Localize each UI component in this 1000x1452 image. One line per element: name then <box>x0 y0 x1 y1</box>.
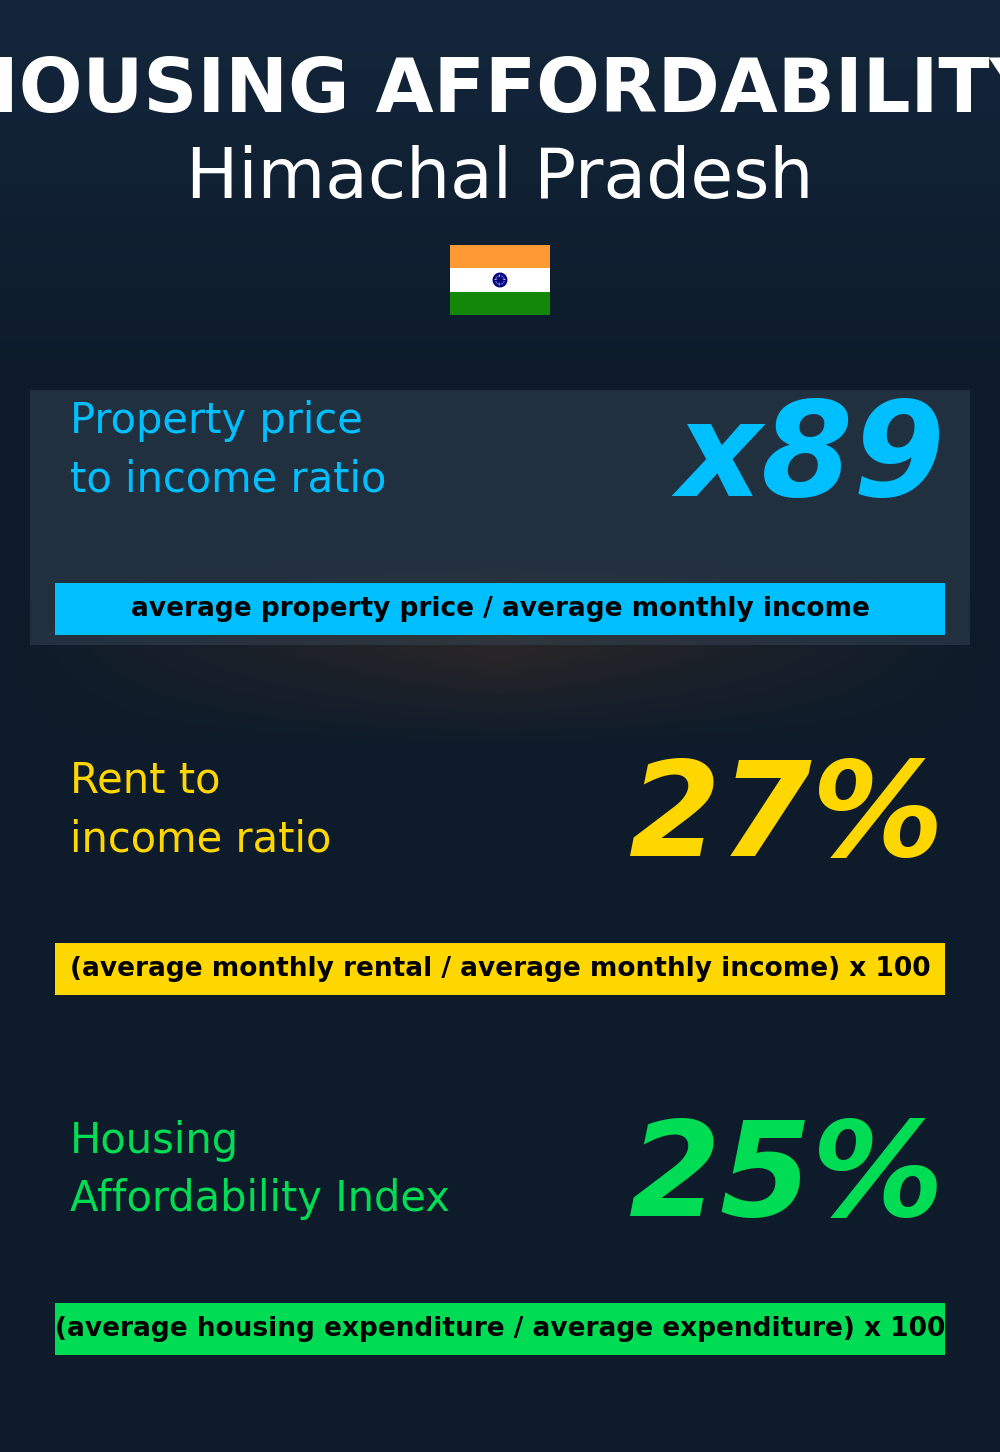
Text: 25%: 25% <box>629 1117 945 1243</box>
Bar <box>450 245 550 269</box>
Text: Housing
Affordability Index: Housing Affordability Index <box>70 1119 450 1220</box>
Bar <box>450 269 550 292</box>
Bar <box>30 391 970 645</box>
Text: (average housing expenditure / average expenditure) x 100: (average housing expenditure / average e… <box>55 1316 945 1342</box>
Text: x89: x89 <box>676 396 945 524</box>
Text: Himachal Pradesh: Himachal Pradesh <box>186 145 814 212</box>
Bar <box>55 584 945 635</box>
Text: Rent to
income ratio: Rent to income ratio <box>70 759 331 860</box>
Bar <box>450 292 550 315</box>
Text: (average monthly rental / average monthly income) x 100: (average monthly rental / average monthl… <box>70 955 930 982</box>
Bar <box>55 1302 945 1355</box>
Text: average property price / average monthly income: average property price / average monthly… <box>131 595 869 621</box>
Text: 27%: 27% <box>629 756 945 883</box>
Text: Property price
to income ratio: Property price to income ratio <box>70 399 386 501</box>
Text: HOUSING AFFORDABILITY: HOUSING AFFORDABILITY <box>0 55 1000 128</box>
Bar <box>55 942 945 995</box>
